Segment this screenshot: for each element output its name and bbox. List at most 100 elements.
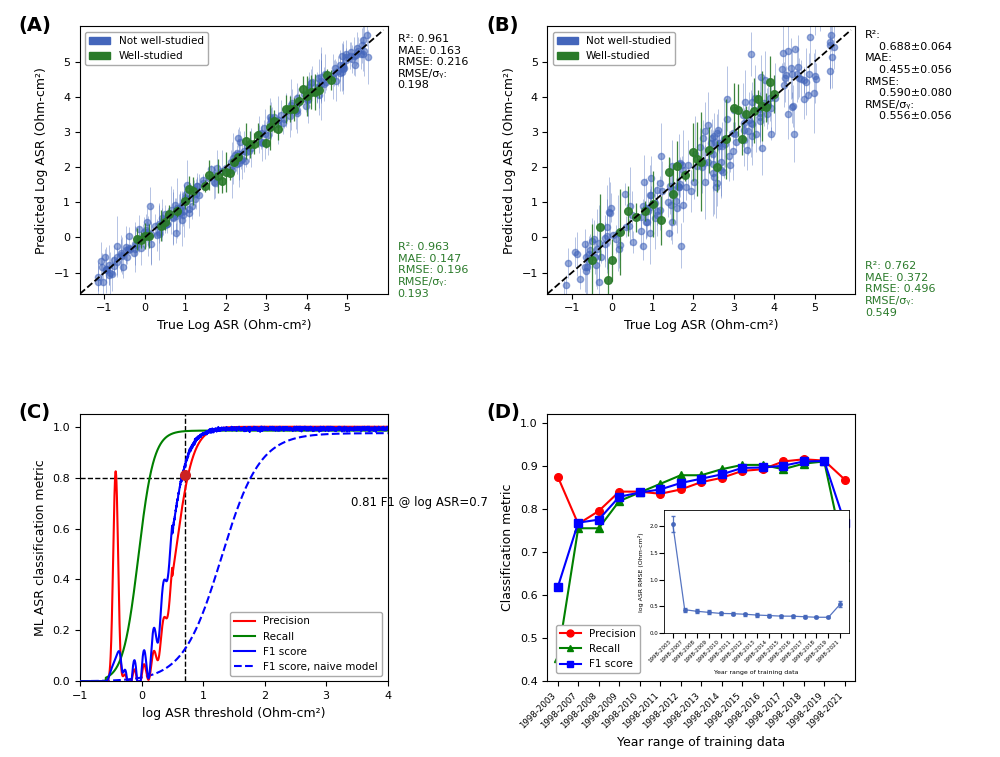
Recall xyxy=(613,497,625,506)
Legend: Not well-studied, Well-studied: Not well-studied, Well-studied xyxy=(553,32,675,65)
X-axis label: True Log ASR (Ohm-cm²): True Log ASR (Ohm-cm²) xyxy=(624,319,778,332)
Precision xyxy=(839,475,851,484)
Precision xyxy=(675,485,687,494)
Precision xyxy=(777,457,789,466)
F1 score, naive model xyxy=(316,430,328,439)
Text: 0.81 F1 @ log ASR=0.7: 0.81 F1 @ log ASR=0.7 xyxy=(351,497,488,509)
F1 score xyxy=(777,461,789,470)
F1 score xyxy=(736,463,748,472)
Recall xyxy=(736,460,748,469)
Legend: Precision, Recall, F1 score: Precision, Recall, F1 score xyxy=(556,625,640,674)
F1 score, naive model xyxy=(90,677,102,686)
Precision xyxy=(373,422,385,431)
Legend: Precision, Recall, F1 score, F1 score, naive model: Precision, Recall, F1 score, F1 score, n… xyxy=(230,612,382,676)
Precision xyxy=(373,422,385,431)
Precision xyxy=(716,473,728,482)
Precision xyxy=(593,506,605,516)
Precision xyxy=(654,489,666,498)
Text: R²:
    0.688±0.064
MAE:
    0.455±0.056
RMSE:
    0.590±0.080
RMSE/σᵧ:
    0.55: R²: 0.688±0.064 MAE: 0.455±0.056 RMSE: 0… xyxy=(865,30,952,121)
F1 score xyxy=(316,425,328,434)
Precision xyxy=(224,422,236,431)
Precision xyxy=(316,422,328,431)
X-axis label: Year range of training data: Year range of training data xyxy=(617,736,785,749)
Precision xyxy=(695,478,707,487)
F1 score xyxy=(215,425,227,434)
F1 score xyxy=(818,456,830,466)
F1 score xyxy=(382,425,394,434)
F1 score xyxy=(654,485,666,494)
F1 score xyxy=(572,518,584,527)
Recall xyxy=(74,677,86,686)
Y-axis label: Classification metric: Classification metric xyxy=(501,484,514,612)
Line: Precision: Precision xyxy=(554,456,849,528)
Text: R²: 0.963
MAE: 0.147
RMSE: 0.196
RMSE/σᵧ:
0.193: R²: 0.963 MAE: 0.147 RMSE: 0.196 RMSE/σᵧ… xyxy=(398,242,468,299)
F1 score, naive model xyxy=(373,428,385,438)
Precision xyxy=(74,677,86,686)
Recall xyxy=(757,460,769,469)
Text: (D): (D) xyxy=(486,403,520,422)
Precision xyxy=(572,519,584,528)
Precision xyxy=(382,422,394,431)
Recall xyxy=(90,677,102,686)
Precision xyxy=(634,487,646,496)
F1 score xyxy=(552,583,564,592)
Recall xyxy=(654,479,666,488)
Recall xyxy=(675,471,687,480)
Recall xyxy=(695,471,707,480)
Line: Recall: Recall xyxy=(80,431,388,681)
Recall xyxy=(316,426,328,435)
F1 score xyxy=(757,463,769,472)
F1 score, naive model xyxy=(372,428,384,438)
Precision xyxy=(216,423,228,432)
Text: R²: 0.762
MAE: 0.372
RMSE: 0.496
RMSE/σᵧ:
0.549: R²: 0.762 MAE: 0.372 RMSE: 0.496 RMSE/σᵧ… xyxy=(865,261,936,318)
Recall xyxy=(372,426,384,435)
Precision xyxy=(613,487,625,496)
F1 score xyxy=(224,425,236,434)
Precision xyxy=(736,466,748,475)
Line: Recall: Recall xyxy=(554,458,849,662)
F1 score xyxy=(613,492,625,501)
Y-axis label: Predicted Log ASR (Ohm-cm²): Predicted Log ASR (Ohm-cm²) xyxy=(35,67,48,254)
Recall xyxy=(572,524,584,533)
F1 score xyxy=(634,488,646,497)
Precision xyxy=(121,677,133,686)
F1 score xyxy=(675,478,687,488)
Recall xyxy=(777,465,789,474)
Text: (C): (C) xyxy=(18,403,51,422)
F1 score, naive model xyxy=(215,553,227,562)
Legend: Not well-studied, Well-studied: Not well-studied, Well-studied xyxy=(85,32,208,65)
F1 score xyxy=(373,425,385,435)
Recall xyxy=(224,426,236,435)
F1 score xyxy=(798,457,810,466)
Precision xyxy=(552,472,564,481)
Precision xyxy=(798,455,810,464)
Recall xyxy=(552,653,564,662)
Recall xyxy=(215,426,227,435)
Recall xyxy=(634,488,646,497)
Recall xyxy=(818,457,830,466)
Recall xyxy=(839,553,851,562)
F1 score, naive model xyxy=(74,677,86,686)
Precision xyxy=(757,465,769,474)
F1 score xyxy=(74,677,86,686)
F1 score xyxy=(90,677,102,686)
F1 score, naive model xyxy=(382,428,394,438)
X-axis label: log ASR threshold (Ohm-cm²): log ASR threshold (Ohm-cm²) xyxy=(142,706,326,720)
Line: F1 score, naive model: F1 score, naive model xyxy=(80,433,388,681)
F1 score xyxy=(593,515,605,524)
Y-axis label: ML ASR classification metric: ML ASR classification metric xyxy=(34,459,47,636)
F1 score xyxy=(716,470,728,479)
Recall xyxy=(798,459,810,468)
Recall xyxy=(716,465,728,474)
Precision xyxy=(818,456,830,465)
Line: Precision: Precision xyxy=(80,427,388,681)
F1 score, naive model xyxy=(224,527,236,536)
Recall xyxy=(382,426,394,435)
Line: F1 score: F1 score xyxy=(80,427,388,681)
F1 score xyxy=(695,474,707,483)
Line: F1 score: F1 score xyxy=(554,457,849,591)
Recall xyxy=(593,524,605,533)
Text: R²: 0.961
MAE: 0.163
RMSE: 0.216
RMSE/σᵧ:
0.198: R²: 0.961 MAE: 0.163 RMSE: 0.216 RMSE/σᵧ… xyxy=(398,34,468,91)
Precision xyxy=(90,677,102,686)
F1 score xyxy=(373,425,385,434)
